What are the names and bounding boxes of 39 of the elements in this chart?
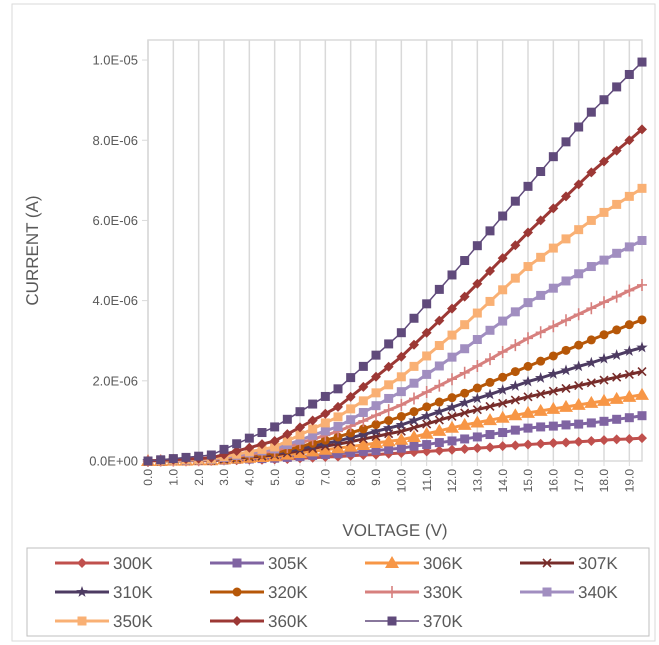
legend-label: 340K (578, 582, 618, 602)
legend-label: 350K (113, 612, 154, 631)
y-tick-label: 6.0E-06 (92, 212, 138, 228)
x-tick-label: 12.0 (445, 468, 460, 492)
x-tick-label: 2.0 (192, 468, 206, 486)
x-tick-label: 8.0 (344, 468, 358, 486)
y-tick-label: 2.0E-06 (92, 373, 138, 388)
x-tick-label: 10.0 (394, 468, 409, 492)
x-tick-label: 16.0 (546, 468, 561, 492)
x-tick-label: 0.0 (141, 468, 156, 486)
x-tick-label: 15.0 (521, 468, 536, 492)
x-tick-label: 4.0 (242, 468, 257, 486)
legend-label: 320K (268, 582, 308, 602)
x-tick-label: 5.0 (268, 468, 282, 486)
y-axis-title: CURRENT (A) (23, 195, 42, 306)
y-tick-label: 8.0E-06 (92, 132, 138, 148)
legend-label: 310K (113, 582, 154, 602)
legend-label: 307K (578, 554, 618, 573)
y-tick-label: 1.0E-05 (92, 52, 138, 68)
x-tick-label: 1.0 (166, 468, 181, 486)
legend-label: 360K (268, 612, 308, 631)
x-tick-label: 6.0 (293, 468, 308, 486)
x-tick-label: 11.0 (420, 468, 434, 492)
legend-label: 300K (113, 554, 154, 573)
x-tick-label: 18.0 (597, 468, 612, 492)
x-tick-label: 9.0 (369, 468, 384, 486)
x-tick-label: 17.0 (572, 468, 586, 492)
legend-label: 330K (423, 582, 464, 602)
y-tick-label: 0.0E+00 (89, 454, 138, 469)
x-tick-label: 19.0 (622, 468, 637, 492)
legend-label: 306K (423, 554, 464, 573)
x-tick-label: 3.0 (217, 468, 232, 486)
y-tick-label: 4.0E-06 (92, 293, 138, 308)
x-tick-label: 13.0 (470, 468, 485, 492)
x-axis-title: VOLTAGE (V) (342, 521, 448, 540)
x-tick-label: 14.0 (496, 468, 510, 492)
legend-label: 305K (268, 554, 308, 573)
x-tick-label: 7.0 (318, 468, 333, 486)
legend-label: 370K (423, 612, 464, 631)
